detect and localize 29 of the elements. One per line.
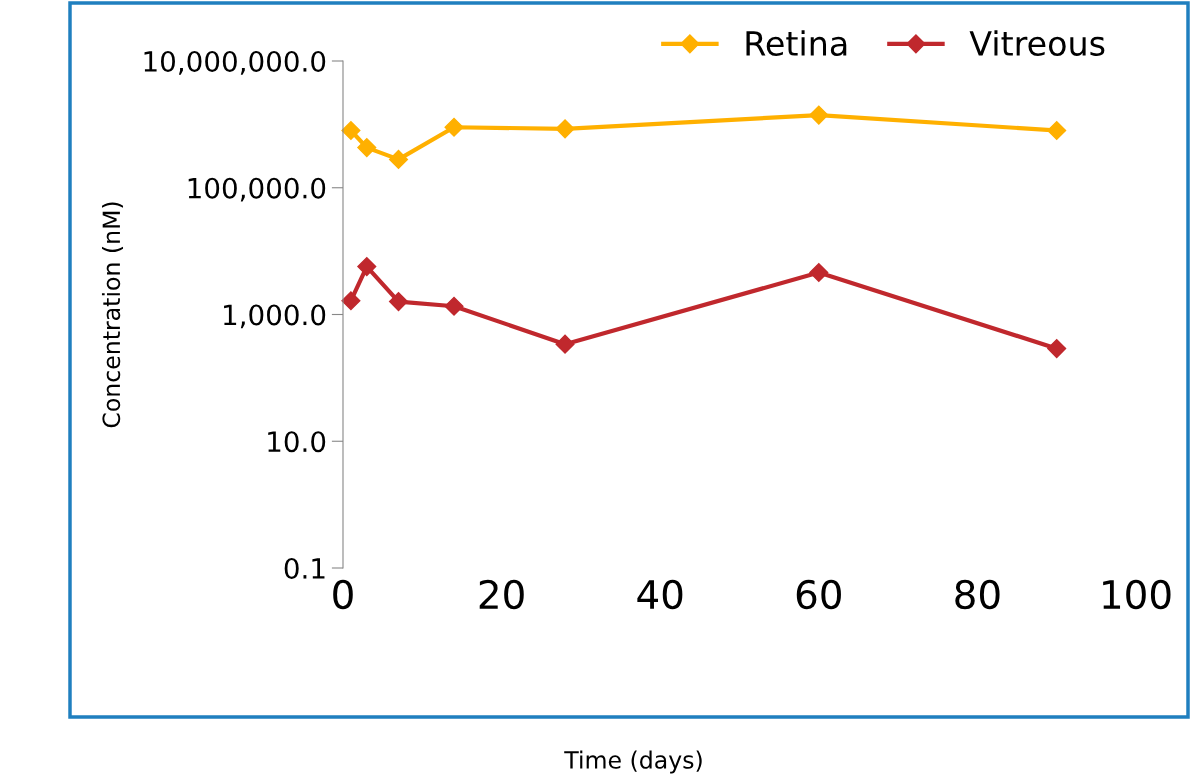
point	[444, 296, 464, 316]
legend-label: Vitreous	[969, 30, 1105, 56]
legend-label: Retina	[746, 30, 847, 56]
point	[809, 262, 829, 283]
point	[341, 120, 361, 141]
x-tick-label: 20	[479, 579, 524, 610]
x-tick-label: 60	[796, 579, 841, 610]
x-tick-label: 0	[333, 579, 353, 610]
point	[357, 257, 377, 277]
y-tick-label: 10,000,000.0	[144, 50, 326, 75]
point	[555, 119, 575, 139]
point	[341, 291, 361, 311]
y-tick-label: 100,000.0	[188, 177, 326, 202]
point	[555, 334, 575, 354]
point	[1047, 339, 1067, 359]
x-tick-label: 100	[1103, 579, 1171, 610]
y-tick-label: 0.1	[284, 557, 325, 579]
x-tick-label: 40	[637, 579, 683, 610]
point	[388, 292, 409, 312]
point	[444, 117, 464, 137]
x-tick-label: 80	[955, 579, 1000, 610]
text: Time (days)	[564, 750, 702, 774]
y-tick-label: 10.0	[268, 431, 326, 453]
point	[388, 149, 409, 169]
y-axis-title: Concentration (nM)	[101, 202, 124, 428]
point	[809, 105, 829, 125]
point	[1047, 120, 1067, 141]
point	[357, 138, 377, 158]
y-tick-label: 1,000.0	[224, 304, 326, 329]
